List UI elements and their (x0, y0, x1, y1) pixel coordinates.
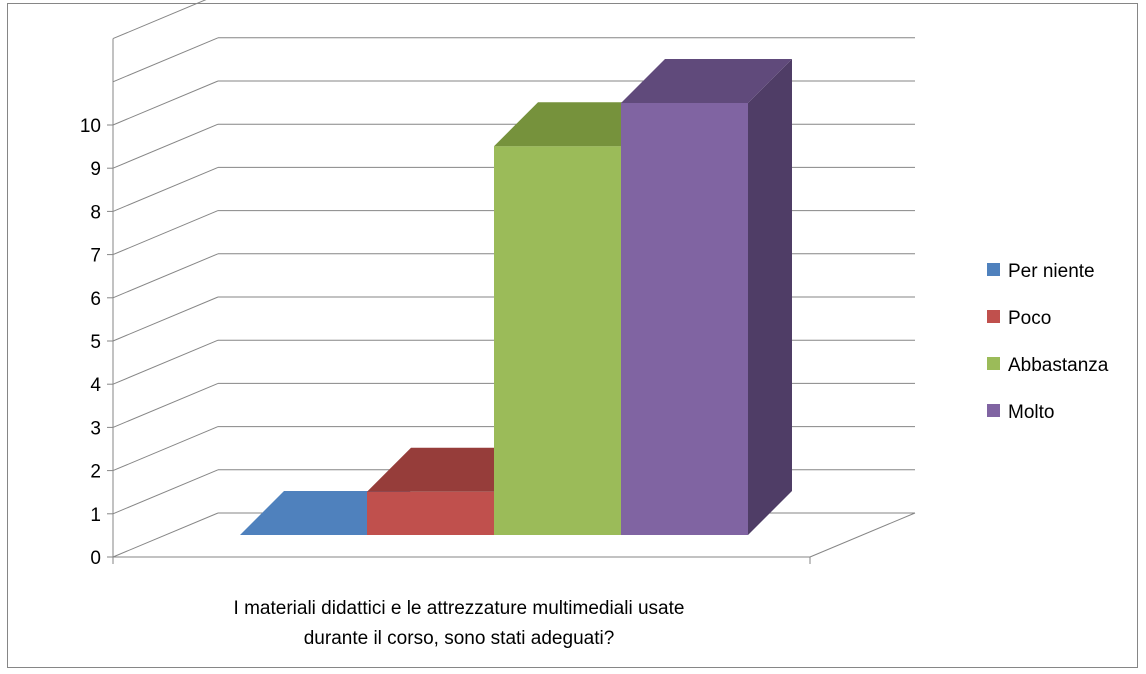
legend: Per niente Poco Abbastanza Molto (987, 261, 1109, 423)
bar-front (621, 103, 748, 535)
legend-label: Abbastanza (1008, 355, 1109, 376)
gridline-side (112, 382, 219, 428)
gridline-side (112, 512, 219, 558)
legend-label: Poco (1008, 308, 1051, 329)
y-tick-label: 8 (90, 202, 101, 223)
gridline-side (112, 210, 219, 256)
bars (240, 59, 792, 535)
gridline-side (112, 469, 219, 515)
y-tick-label: 2 (90, 462, 101, 483)
legend-swatch (987, 263, 1000, 276)
bar-front (367, 491, 494, 535)
y-tick-labels: 0 1 2 3 4 5 6 7 8 9 10 (80, 116, 102, 569)
gridline-side (112, 253, 219, 299)
gridline-side (112, 0, 207, 40)
gridline-side (112, 123, 219, 169)
legend-label: Per niente (1008, 261, 1095, 282)
gridline-side (112, 37, 219, 83)
x-category-line: I materiali didattici e le attrezzature … (234, 598, 685, 619)
gridline-side (112, 80, 219, 126)
gridline-side (112, 166, 219, 212)
x-category-label: I materiali didattici e le attrezzature … (234, 598, 685, 649)
y-tick-label: 5 (90, 332, 101, 353)
bar-front (494, 146, 621, 535)
y-tick-label: 0 (90, 548, 101, 569)
gridline-side (112, 339, 219, 385)
gridline-side (112, 426, 219, 472)
y-tick-label: 7 (90, 246, 101, 267)
bar-top (621, 59, 792, 103)
gridline-side (112, 296, 219, 342)
floor-right-edge (809, 512, 916, 558)
y-tick-label: 4 (90, 375, 101, 396)
y-tick-label: 3 (90, 418, 101, 439)
axes (107, 38, 916, 564)
bar-side (748, 59, 792, 535)
y-tick-label: 6 (90, 289, 101, 310)
y-tick-label: 9 (90, 159, 101, 180)
legend-label: Molto (1008, 402, 1054, 423)
x-category-line: durante il corso, sono stati adeguati? (304, 628, 615, 649)
y-tick-label: 1 (90, 505, 101, 526)
legend-swatch (987, 310, 1000, 323)
legend-swatch (987, 404, 1000, 417)
y-tick-label: 10 (80, 116, 101, 137)
bar-molto (621, 59, 792, 535)
legend-swatch (987, 357, 1000, 370)
